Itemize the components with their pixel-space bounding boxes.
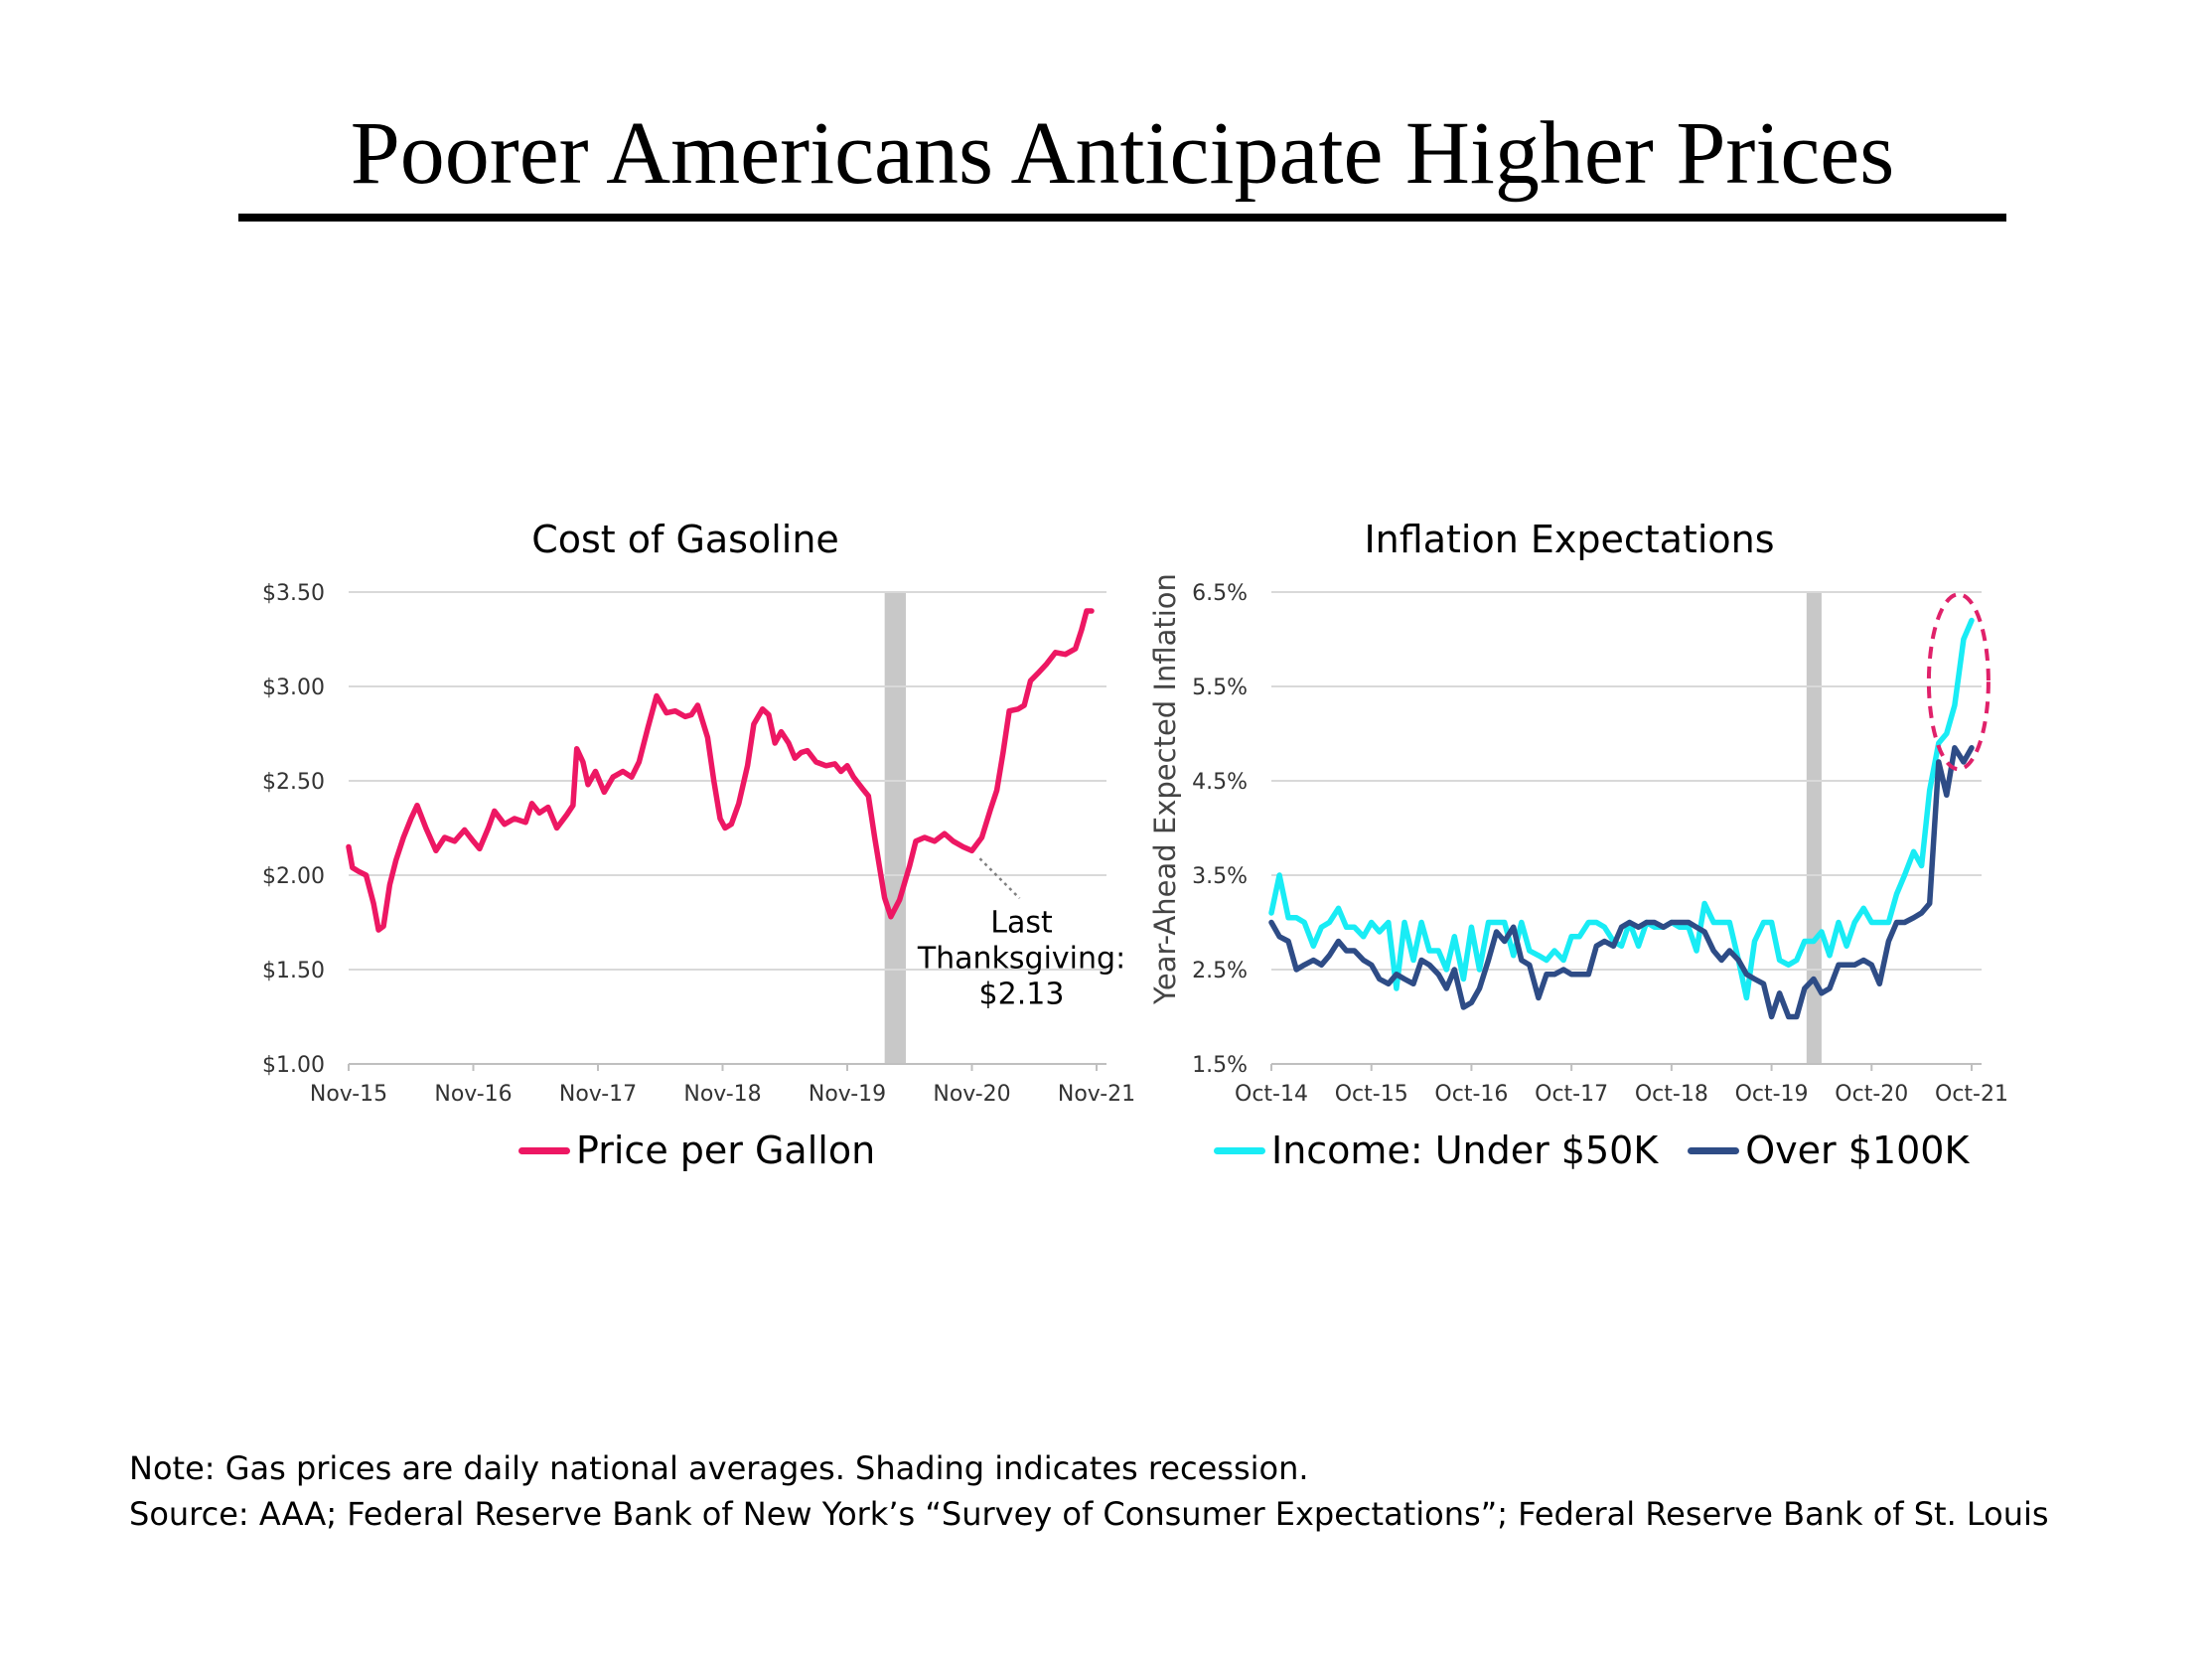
legend-item-under-50k: Income: Under $50K [1214, 1129, 1658, 1172]
y-tick-label: 3.5% [1192, 864, 1248, 889]
x-tick-label: Nov-20 [933, 1082, 1010, 1107]
y-tick-label: $2.50 [262, 770, 325, 795]
gasoline-grid [349, 591, 1106, 1065]
x-tick-label: Oct-14 [1235, 1082, 1308, 1107]
inflation-chart: Inflation Expectations Year-Ahead Expect… [1148, 518, 2008, 1107]
note-line: Note: Gas prices are daily national aver… [129, 1449, 1309, 1487]
x-tick-label: Oct-21 [1935, 1082, 2008, 1107]
recession-band [1806, 592, 1822, 1064]
legend-label-under-50k: Income: Under $50K [1271, 1129, 1659, 1172]
page-title: Poorer Americans Anticipate Higher Price… [350, 104, 1895, 203]
gasoline-y-ticks: $1.00 $1.50 $2.00 $2.50 $3.00 $3.50 [262, 581, 325, 1078]
y-tick-label: $3.00 [262, 676, 325, 700]
inflation-y-axis-label: Year-Ahead Expected Inflation [1148, 573, 1182, 1005]
x-tick-label: Nov-16 [434, 1082, 512, 1107]
recession-band [884, 592, 906, 1064]
x-tick-label: Oct-16 [1434, 1082, 1508, 1107]
y-tick-label: 6.5% [1192, 581, 1248, 606]
gasoline-chart-title: Cost of Gasoline [531, 518, 839, 561]
source-line: Source: AAA; Federal Reserve Bank of New… [129, 1495, 2049, 1533]
x-tick-label: Nov-19 [809, 1082, 886, 1107]
x-tick-label: Oct-15 [1335, 1082, 1408, 1107]
inflation-series [1268, 617, 1975, 1020]
inflation-legend: Income: Under $50K Over $100K [1214, 1129, 1998, 1172]
x-tick-label: Oct-17 [1535, 1082, 1608, 1107]
y-tick-label: 1.5% [1192, 1053, 1248, 1078]
x-tick-label: Nov-21 [1058, 1082, 1135, 1107]
series-under-50k [1268, 617, 1975, 1001]
inflation-chart-title: Inflation Expectations [1364, 518, 1774, 561]
x-tick-label: Oct-20 [1835, 1082, 1908, 1107]
title-underline [238, 214, 2006, 222]
legend-swatch-over-100k [1688, 1146, 1740, 1154]
footnote: Note: Gas prices are daily national aver… [129, 1445, 2116, 1537]
annotation-text-line1: Last [990, 905, 1053, 940]
highlight-ellipse [1926, 592, 1991, 772]
inflation-y-ticks: 1.5% 2.5% 3.5% 4.5% 5.5% 6.5% [1192, 581, 1248, 1078]
y-tick-label: 2.5% [1192, 959, 1248, 983]
legend-swatch-gas [518, 1146, 570, 1154]
inflation-recession-band [1806, 592, 1822, 1064]
y-tick-label: 5.5% [1192, 676, 1248, 700]
x-tick-label: Nov-15 [310, 1082, 387, 1107]
last-thanksgiving-annotation: Last Thanksgiving: $2.13 [917, 857, 1125, 1011]
series-price-per-gallon [346, 608, 1095, 933]
inflation-grid [1271, 591, 1982, 1065]
gasoline-legend: Price per Gallon [518, 1129, 905, 1172]
annotation-text-line2: Thanksgiving: [917, 941, 1125, 976]
gasoline-chart: Cost of Gasoline $1.00 $1.50 $2.00 $2.50 $3.… [262, 518, 1135, 1107]
legend-label-over-100k: Over $100K [1745, 1129, 1970, 1172]
legend-label-price-per-gallon: Price per Gallon [576, 1129, 876, 1172]
annotation-text-line3: $2.13 [979, 977, 1065, 1011]
x-tick-label: Oct-19 [1735, 1082, 1809, 1107]
x-tick-label: Oct-18 [1635, 1082, 1708, 1107]
series-over-100k [1268, 745, 1975, 1020]
y-tick-label: $3.50 [262, 581, 325, 606]
y-tick-label: $1.00 [262, 1053, 325, 1078]
y-tick-label: $1.50 [262, 959, 325, 983]
gasoline-x-ticks: Nov-15 Nov-16 Nov-17 Nov-18 Nov-19 Nov-20 Nov-… [310, 1064, 1135, 1107]
y-tick-label: 4.5% [1192, 770, 1248, 795]
x-tick-label: Nov-17 [559, 1082, 637, 1107]
gasoline-recession-band [884, 592, 906, 1064]
legend-swatch-under-50k [1214, 1146, 1265, 1154]
annotation-leader-line [978, 857, 1021, 900]
gasoline-series [346, 608, 1095, 933]
legend-item-price-per-gallon: Price per Gallon [518, 1129, 875, 1172]
inflation-x-ticks: Oct-14 Oct-15 Oct-16 Oct-17 Oct-18 Oct-19 Oct-… [1235, 1064, 2008, 1107]
x-tick-label: Nov-18 [683, 1082, 761, 1107]
y-tick-label: $2.00 [262, 864, 325, 889]
legend-item-over-100k: Over $100K [1688, 1129, 1969, 1172]
